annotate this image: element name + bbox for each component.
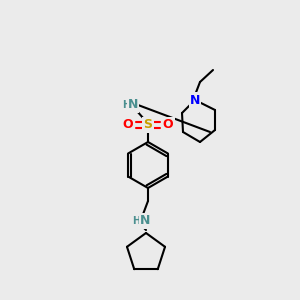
Text: N: N — [140, 214, 150, 227]
Text: N: N — [190, 94, 200, 106]
Text: O: O — [123, 118, 133, 131]
Text: H: H — [122, 100, 130, 110]
Text: H: H — [132, 216, 140, 226]
Text: N: N — [128, 98, 138, 112]
Text: S: S — [143, 118, 152, 131]
Text: O: O — [163, 118, 173, 131]
